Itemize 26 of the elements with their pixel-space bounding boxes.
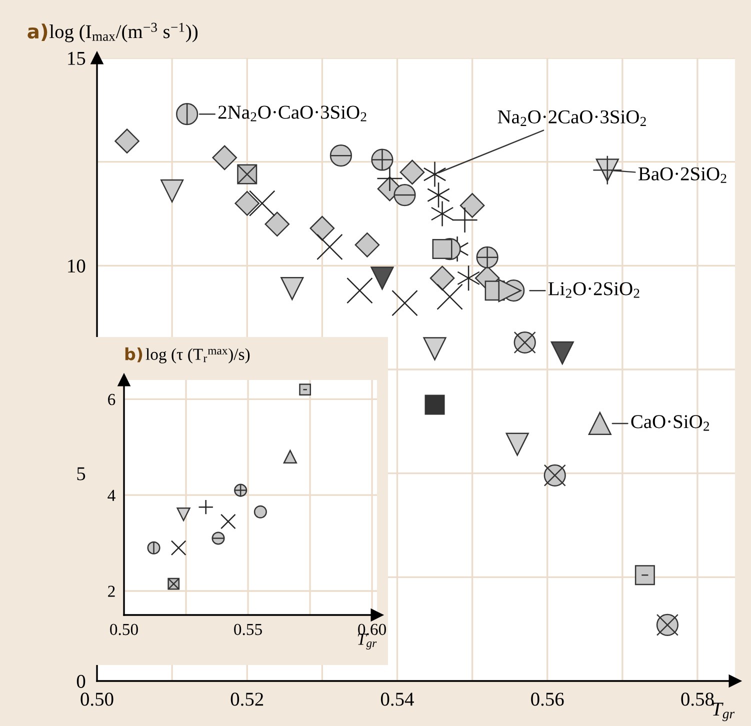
y-tick-label: 5 <box>77 467 86 480</box>
y-tick-label: 0 <box>76 674 86 688</box>
chart-title: a) <box>28 24 48 41</box>
x-tick-label: 0.60 <box>358 624 386 636</box>
annotation: BaO·2SiO$_{2}$ <box>638 167 726 183</box>
y-tick-label: 2 <box>108 586 115 597</box>
annotation: Na$_{2}$O·2CaO·3SiO$_{2}$ <box>498 110 646 126</box>
annotation: 2Na$_{2}$O·CaO·3SiO$_{2}$ <box>218 106 366 122</box>
y-tick-label: 4 <box>108 490 116 501</box>
y-axis-title: log (τ (T$_{r}$$^{max}$)/s) <box>146 348 250 364</box>
annotation: Li$_{2}$O·2SiO$_{2}$ <box>548 282 640 298</box>
y-tick-label: 10 <box>68 259 86 273</box>
chart-title: b) <box>125 347 142 362</box>
annotation: CaO·SiO$_{2}$ <box>631 415 710 431</box>
x-tick-label: 0.55 <box>234 624 262 636</box>
y-tick-label: 6 <box>108 394 116 406</box>
y-tick-label: 15 <box>68 52 86 65</box>
x-tick-label: 0.52 <box>230 692 264 706</box>
x-tick-label: 0.56 <box>531 692 564 706</box>
x-tick-label: 0.50 <box>80 692 114 706</box>
y-axis-title: log (I$_{max}$/(m$^{−3}$ s$^{−1}$)) <box>50 22 198 42</box>
x-axis-title: T$_{gr}$ <box>712 702 735 722</box>
x-tick-label: 0.50 <box>110 624 138 636</box>
x-tick-label: 0.54 <box>380 692 414 706</box>
x-axis-title: T$_{gr}$ <box>358 634 377 650</box>
x-tick-label: 0.58 <box>681 692 714 706</box>
